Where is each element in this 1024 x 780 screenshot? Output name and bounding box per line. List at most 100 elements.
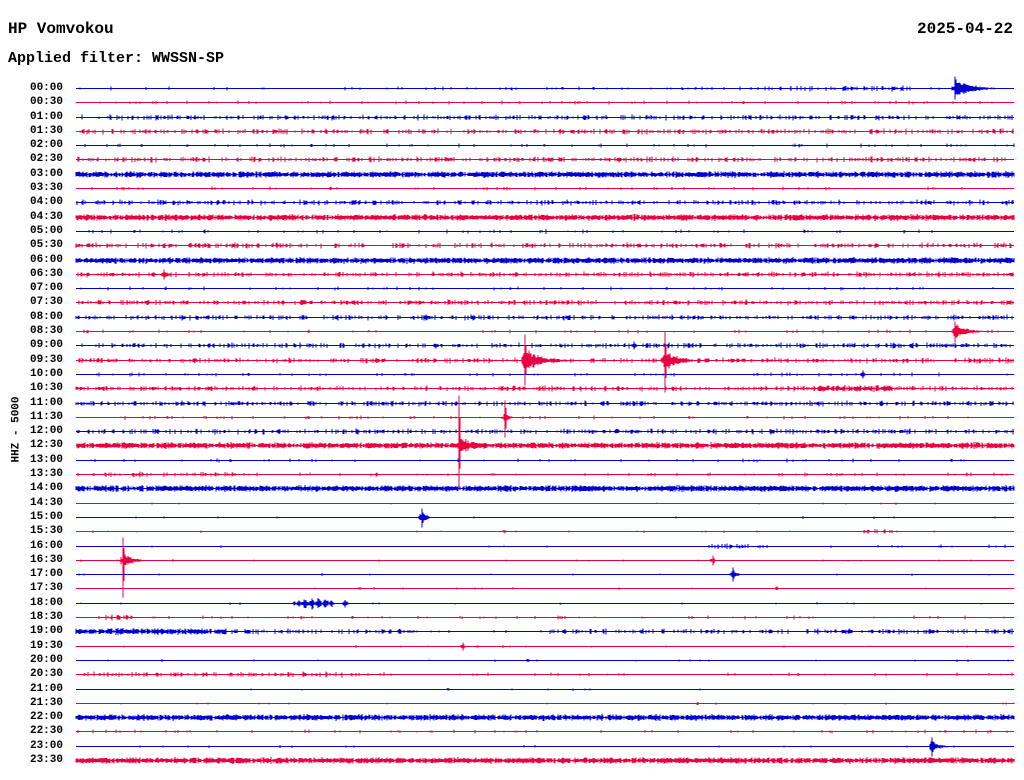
time-label-0730: 07:30 — [29, 295, 63, 308]
trace-row-2100 — [76, 688, 1014, 691]
time-label-1900: 19:00 — [29, 624, 63, 637]
time-label-0330: 03:30 — [29, 181, 63, 194]
station-title: HP Vomvokou — [8, 20, 114, 38]
trace-row-1630 — [76, 537, 1014, 598]
trace-row-1730 — [76, 586, 1014, 591]
time-label-1600: 16:00 — [29, 539, 63, 552]
time-label-0230: 02:30 — [29, 152, 63, 165]
time-label-0030: 00:30 — [29, 95, 63, 108]
trace-row-0100 — [76, 114, 1014, 121]
time-label-0200: 02:00 — [29, 138, 63, 151]
time-label-1530: 15:30 — [29, 524, 63, 537]
trace-row-2200 — [75, 714, 1015, 721]
time-label-1130: 11:30 — [29, 410, 63, 423]
time-label-0630: 06:30 — [29, 267, 63, 280]
trace-row-1830 — [76, 614, 1014, 621]
time-label-1700: 17:00 — [29, 567, 63, 580]
trace-row-0430 — [75, 214, 1015, 221]
time-label-2000: 20:00 — [29, 653, 63, 666]
time-label-0600: 06:00 — [29, 253, 63, 266]
trace-row-1100 — [75, 400, 1014, 407]
trace-row-1130 — [76, 400, 1014, 438]
trace-row-1700 — [76, 567, 1014, 582]
filter-label: Applied filter: WWSSN-SP — [8, 50, 225, 67]
time-label-2230: 22:30 — [29, 724, 63, 737]
time-label-1930: 19:30 — [29, 639, 63, 652]
trace-row-1430 — [76, 502, 1014, 505]
trace-row-0900 — [76, 341, 1014, 350]
trace-row-2300 — [76, 737, 1014, 757]
trace-row-0730 — [76, 299, 1014, 306]
trace-row-1400 — [75, 485, 1015, 492]
time-label-2330: 23:30 — [29, 753, 63, 766]
trace-row-1200 — [76, 428, 1014, 435]
trace-row-1230 — [76, 395, 1015, 488]
time-label-0300: 03:00 — [29, 167, 63, 180]
time-label-0100: 01:00 — [29, 110, 63, 123]
trace-row-0600 — [75, 257, 1015, 264]
trace-row-1900 — [75, 628, 1014, 635]
time-label-0700: 07:00 — [29, 281, 63, 294]
time-label-0000: 00:00 — [29, 81, 63, 94]
time-label-1300: 13:00 — [29, 453, 63, 466]
time-label-1030: 10:30 — [29, 381, 63, 394]
trace-row-0130 — [76, 128, 1014, 135]
time-label-2130: 21:30 — [29, 696, 63, 709]
trace-row-0700 — [76, 286, 1014, 291]
time-label-1330: 13:30 — [29, 467, 63, 480]
trace-row-1600 — [76, 543, 1014, 550]
time-label-1200: 12:00 — [29, 424, 63, 437]
trace-row-0000 — [76, 76, 1014, 100]
time-label-0930: 09:30 — [29, 353, 63, 366]
time-label-0900: 09:00 — [29, 338, 63, 351]
trace-row-2230 — [76, 729, 1014, 734]
trace-row-0300 — [75, 171, 1015, 178]
trace-row-0400 — [76, 199, 1014, 206]
trace-row-0830 — [76, 321, 1014, 343]
time-label-2030: 20:30 — [29, 667, 63, 680]
time-label-1100: 11:00 — [29, 396, 63, 409]
trace-row-0930 — [76, 331, 1014, 393]
time-label-2200: 22:00 — [29, 710, 63, 723]
time-label-2100: 21:00 — [29, 682, 63, 695]
time-label-1430: 14:30 — [29, 496, 63, 509]
trace-row-2130 — [76, 702, 1015, 706]
time-label-1830: 18:30 — [29, 610, 63, 623]
trace-row-1000 — [76, 370, 1014, 379]
time-label-0500: 05:00 — [29, 224, 63, 237]
trace-row-2330 — [75, 757, 1015, 764]
trace-row-0230 — [76, 156, 1014, 163]
trace-row-1530 — [76, 529, 1014, 534]
time-label-0130: 01:30 — [29, 124, 63, 137]
trace-row-0530 — [75, 242, 1014, 249]
trace-row-1500 — [76, 508, 1014, 528]
time-label-1230: 12:30 — [29, 438, 63, 451]
time-label-1400: 14:00 — [29, 481, 63, 494]
trace-row-0030 — [76, 100, 1014, 105]
time-label-1500: 15:00 — [29, 510, 63, 523]
trace-row-0800 — [75, 314, 1014, 321]
time-label-0830: 08:30 — [29, 324, 63, 337]
trace-row-1300 — [76, 458, 1014, 463]
time-label-1630: 16:30 — [29, 553, 63, 566]
trace-row-0500 — [76, 229, 1014, 234]
trace-row-1800 — [76, 597, 1014, 610]
trace-row-0630 — [76, 269, 1014, 280]
trace-row-0200 — [76, 143, 1015, 148]
time-label-1800: 18:00 — [29, 596, 63, 609]
time-label-1730: 17:30 — [29, 581, 63, 594]
trace-row-1930 — [76, 642, 1014, 651]
trace-row-2000 — [76, 659, 1014, 663]
time-label-0430: 04:30 — [29, 210, 63, 223]
time-label-1000: 10:00 — [29, 367, 63, 380]
time-label-0800: 08:00 — [29, 310, 63, 323]
trace-row-1330 — [76, 471, 1014, 478]
time-label-0400: 04:00 — [29, 195, 63, 208]
time-label-0530: 05:30 — [29, 238, 63, 251]
trace-row-0330 — [76, 186, 1014, 191]
trace-row-1030 — [75, 385, 1014, 392]
trace-row-2030 — [76, 671, 1014, 678]
time-label-2300: 23:00 — [29, 739, 63, 752]
